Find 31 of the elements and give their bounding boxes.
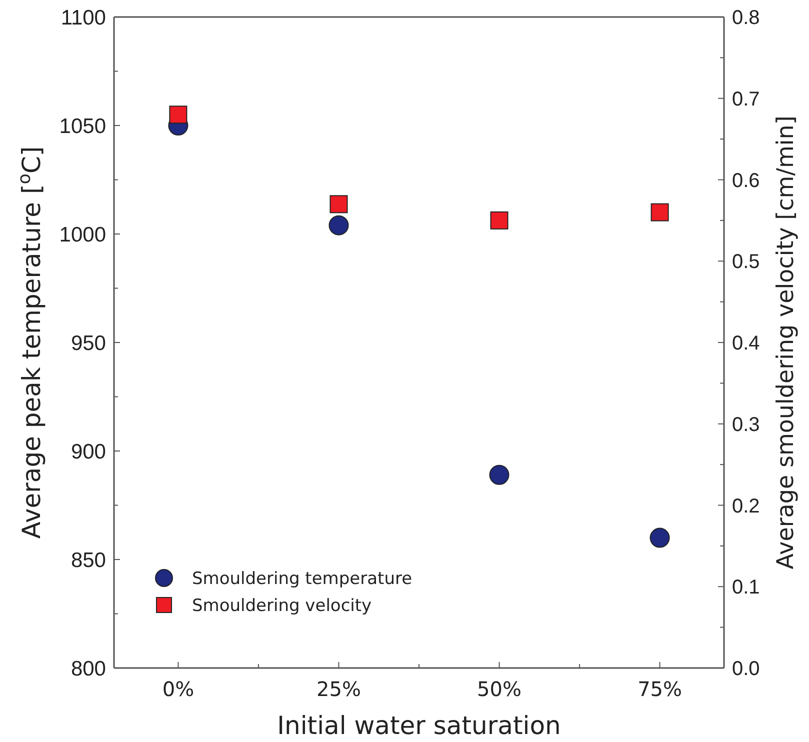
- y-tick-label: 1100: [60, 6, 106, 30]
- y-tick-label: 850: [70, 548, 106, 572]
- y2-tick-label: 0.5: [732, 251, 760, 274]
- x-tick-label: 50%: [477, 677, 522, 701]
- point: [330, 195, 348, 214]
- x-tick-label: 0%: [162, 677, 194, 701]
- legend-label: Smouldering velocity: [192, 596, 372, 616]
- x-tick-label: 75%: [638, 677, 682, 701]
- x-tick-label: 25%: [316, 677, 361, 701]
- y2-tick-label: 0.0: [732, 658, 760, 680]
- legend-label: Smouldering temperature: [192, 568, 412, 589]
- y2-tick-label: 0.6: [732, 170, 760, 192]
- y2-axis-title: Average smouldering velocity [cm/min]: [773, 116, 799, 570]
- y2-tick-label: 0.3: [732, 414, 760, 436]
- x-axis-title: Initial water saturation: [277, 711, 561, 740]
- y-tick-label: 1050: [59, 114, 106, 138]
- y2-tick-label: 0.1: [732, 576, 760, 599]
- y2-tick-label: 0.8: [732, 7, 760, 29]
- y-tick-label: 950: [70, 332, 106, 355]
- point: [169, 106, 188, 124]
- point: [650, 528, 670, 548]
- y2-tick-label: 0.7: [732, 88, 760, 110]
- y2-tick-label: 0.2: [732, 495, 760, 518]
- y-tick-label: 900: [70, 440, 106, 464]
- point: [490, 211, 508, 230]
- y2-tick-label: 0.4: [732, 332, 760, 354]
- point: [650, 203, 669, 222]
- y-tick-label: 800: [70, 657, 106, 680]
- y-tick-label: 1000: [59, 223, 106, 246]
- point: [328, 215, 349, 236]
- point: [489, 464, 510, 485]
